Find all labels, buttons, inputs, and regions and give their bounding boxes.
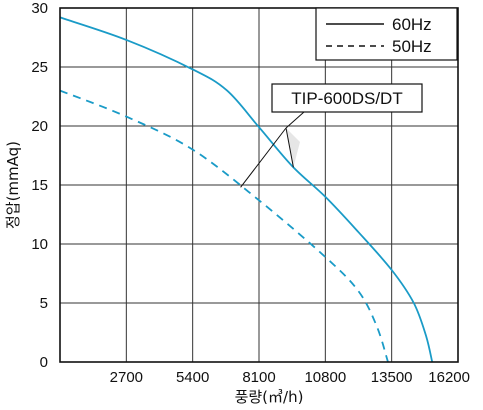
model-callout: TIP-600DS/DT [240, 83, 423, 188]
y-tick-labels: 0 5 10 15 20 25 30 [31, 0, 48, 371]
x-tick-labels: 2700 5400 8100 10800 13500 16200 [110, 369, 470, 386]
y-tick-label: 10 [31, 236, 48, 253]
series-line-60hz [59, 16, 434, 363]
series-line-50hz [59, 89, 389, 363]
y-tick-label: 15 [31, 177, 48, 194]
callout-highlight [286, 128, 300, 168]
series-layer [59, 16, 434, 363]
x-tick-label: 13500 [371, 369, 413, 386]
callout-label: TIP-600DS/DT [291, 89, 402, 108]
legend-label-50hz: 50Hz [392, 37, 432, 56]
y-tick-label: 20 [31, 118, 48, 135]
legend: 60Hz 50Hz [315, 7, 458, 61]
y-tick-label: 5 [40, 295, 48, 312]
y-tick-label: 0 [40, 354, 48, 371]
y-axis-label: 정압(mmAq) [4, 141, 22, 229]
callout-leader-box [285, 111, 305, 129]
callout-box [271, 83, 423, 113]
x-tick-label: 8100 [242, 369, 275, 386]
legend-label-60hz: 60Hz [392, 15, 432, 34]
x-tick-label: 2700 [110, 369, 143, 386]
y-tick-label: 25 [31, 59, 48, 76]
callout-leader-60hz [285, 127, 294, 168]
x-axis-label: 풍량(㎥/h) [235, 388, 304, 406]
callout-leader-50hz [240, 127, 287, 188]
x-tick-label: 16200 [428, 369, 470, 386]
y-tick-label: 30 [31, 0, 48, 17]
plot-frame [59, 7, 459, 363]
x-tick-label: 10800 [304, 369, 346, 386]
legend-box [315, 7, 458, 61]
x-tick-label: 5400 [176, 369, 209, 386]
